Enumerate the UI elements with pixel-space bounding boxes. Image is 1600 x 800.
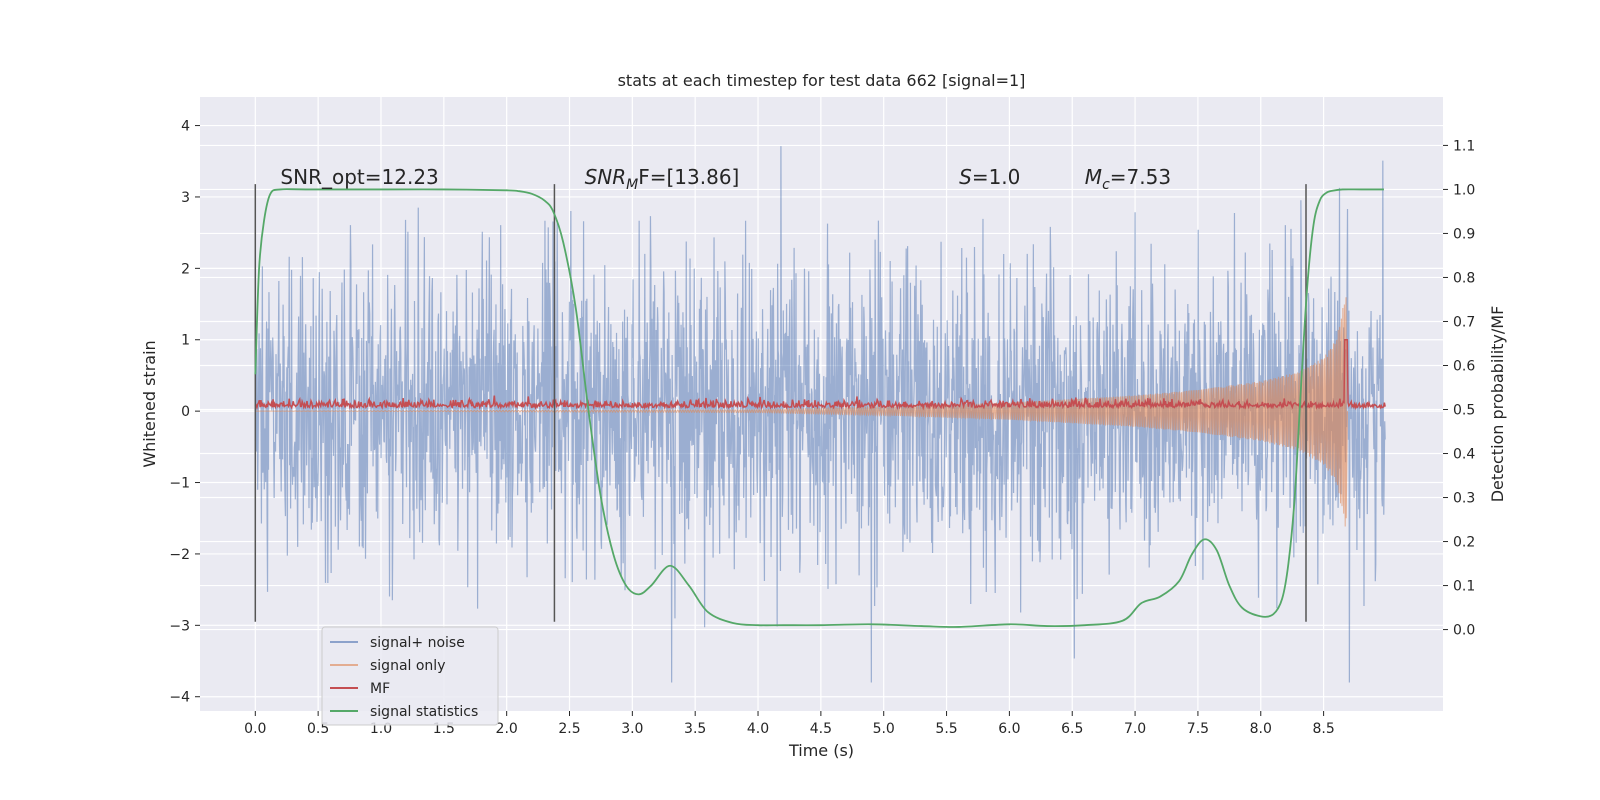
annotation-0: SNR_opt=12.23: [280, 165, 438, 189]
x-tick-label: 5.5: [935, 721, 957, 737]
y2-tick-label: 0.9: [1453, 226, 1475, 242]
y-tick-label: −4: [169, 690, 190, 706]
detection-markers: [254, 184, 1307, 622]
y2-tick-label: 0.7: [1453, 314, 1475, 330]
x-tick-label: 8.5: [1312, 721, 1334, 737]
x-tick-label: 6.5: [1061, 721, 1083, 737]
annotation-1: SNRMF=[13.86]: [585, 165, 740, 193]
y-tick-label: −1: [169, 476, 190, 492]
x-tick-label: 8.0: [1250, 721, 1272, 737]
legend-label: signal only: [370, 658, 445, 674]
y-tick-label: 2: [181, 261, 190, 277]
y-tick-label: 3: [181, 190, 190, 206]
y-tick-label: −2: [169, 547, 190, 563]
signal-only-line: [255, 297, 1348, 527]
mf-line: [254, 338, 1386, 411]
y2-axis-label: Detection probability/MF: [1488, 306, 1507, 503]
annotation-3: Mc=7.53: [1085, 165, 1171, 193]
x-tick-label: 2.0: [496, 721, 518, 737]
legend-label: MF: [370, 681, 390, 697]
x-tick-label: 3.5: [684, 721, 706, 737]
x-tick-label: 3.0: [621, 721, 643, 737]
y-axis-label: Whitened strain: [140, 340, 159, 467]
y2-tick-label: 0.3: [1453, 491, 1475, 507]
y-tick-label: −3: [169, 618, 190, 634]
x-tick-label: 5.0: [873, 721, 895, 737]
series-signal-noise: [254, 146, 1386, 683]
annotations: SNR_opt=12.23 SNRMF=[13.86] S=1.0 Mc=7.53: [280, 165, 1171, 193]
x-tick-label: 0.0: [244, 721, 266, 737]
y2-tick-label: 0.2: [1453, 535, 1475, 551]
y-tick-label: 1: [181, 333, 190, 349]
y2-tick-label: 1.0: [1453, 182, 1475, 198]
signal-noise-line: [254, 146, 1386, 683]
legend: signal+ noise signal only MF signal statist…: [321, 626, 499, 726]
x-tick-label: 6.0: [998, 721, 1020, 737]
legend-label: signal+ noise: [370, 635, 465, 651]
x-tick-label: 2.5: [558, 721, 580, 737]
x-tick-label: 4.5: [810, 721, 832, 737]
y2-tick-label: 0.4: [1453, 447, 1475, 463]
y-tick-label: 0: [181, 404, 190, 420]
x-tick-label: 7.5: [1187, 721, 1209, 737]
legend-box: [321, 626, 499, 726]
annotation-2: S=1.0: [959, 165, 1020, 189]
y-tick-label: 4: [181, 119, 190, 135]
statistics-line: [254, 188, 1384, 628]
y2-tick-label: 0.6: [1453, 358, 1475, 374]
x-tick-label: 4.0: [747, 721, 769, 737]
axes: 0.0 0.5 1.0 1.5 2.0 2.5 3.0 3.5 4.0 4.5 5.0 5.5 6.0 6…: [169, 119, 1475, 737]
chart-title: stats at each timestep for test data 662…: [618, 71, 1026, 90]
y2-tick-label: 0.1: [1453, 579, 1475, 595]
y2-tick-label: 0.8: [1453, 270, 1475, 286]
legend-label: signal statistics: [370, 704, 478, 720]
series-signal-only: [255, 297, 1348, 527]
y2-tick-label: 0.5: [1453, 403, 1475, 419]
series-signal-statistics: [254, 188, 1384, 628]
y2-tick-label: 1.1: [1453, 138, 1475, 154]
series-mf: [254, 338, 1386, 411]
y2-tick-label: 0.0: [1453, 623, 1475, 639]
x-tick-label: 7.0: [1124, 721, 1146, 737]
x-axis-label: Time (s): [788, 741, 854, 760]
